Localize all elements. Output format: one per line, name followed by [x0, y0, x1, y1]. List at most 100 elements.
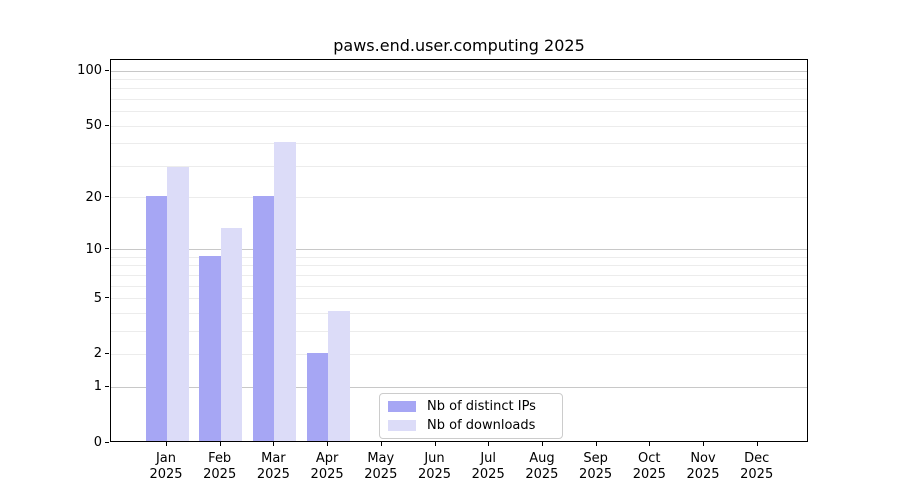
x-tick-year-oct: 2025: [632, 467, 666, 482]
y-tick-mark-2: [105, 352, 109, 354]
minor-gridline-60: [111, 111, 807, 113]
y-tick-mark-100: [105, 69, 109, 71]
x-tick-month-nov: Nov: [690, 451, 716, 466]
x-tick-mark-nov: [703, 442, 704, 446]
x-tick-label-aug: Aug 2025: [510, 451, 574, 483]
y-tick-mark-0: [105, 441, 109, 443]
x-tick-month-sep: Sep: [583, 451, 608, 466]
x-tick-year-may: 2025: [364, 467, 398, 482]
x-tick-month-mar: Mar: [261, 451, 286, 466]
minor-gridline-70: [111, 99, 807, 101]
x-tick-month-aug: Aug: [529, 451, 555, 466]
y-tick-label-50: 50: [85, 118, 102, 134]
x-tick-label-jul: Jul 2025: [456, 451, 520, 483]
x-tick-year-jun: 2025: [417, 467, 452, 482]
x-tick-month-jan: Jan: [155, 451, 177, 466]
x-tick-mark-aug: [541, 442, 543, 446]
x-tick-year-sep: 2025: [579, 467, 613, 482]
major-gridline-1: [111, 386, 807, 388]
x-tick-month-dec: Dec: [744, 451, 770, 466]
x-tick-year-mar: 2025: [256, 467, 290, 482]
y-tick-label-5: 5: [93, 290, 102, 306]
y-tick-label-0: 0: [93, 435, 102, 450]
plot-area: Nb of distinct IPs Nb of downloads: [110, 59, 808, 442]
x-tick-label-may: May 2025: [349, 451, 413, 483]
x-tick-label-jun: Jun 2025: [403, 451, 467, 483]
x-tick-label-jan: Jan 2025: [134, 451, 198, 483]
x-tick-label-sep: Sep 2025: [564, 451, 628, 483]
minor-gridline-9: [111, 257, 807, 258]
x-tick-mark-jul: [488, 442, 490, 446]
x-tick-month-may: May: [367, 451, 395, 466]
x-tick-year-feb: 2025: [203, 467, 237, 482]
y-tick-label-100: 100: [77, 63, 102, 79]
x-tick-month-apr: Apr: [315, 451, 339, 466]
bar-downloads-feb: [220, 228, 243, 441]
bar-distinct-ips-jan: [145, 195, 167, 441]
y-tick-label-20: 20: [85, 189, 102, 205]
y-tick-label-2: 2: [93, 346, 102, 362]
legend: Nb of distinct IPs Nb of downloads: [379, 393, 563, 439]
x-tick-year-jul: 2025: [471, 467, 505, 482]
major-gridline-100: [111, 70, 807, 72]
x-tick-month-feb: Feb: [208, 451, 232, 466]
y-tick-label-10: 10: [85, 241, 102, 257]
y-tick-label-1: 1: [93, 379, 102, 395]
x-tick-mark-sep: [595, 442, 597, 446]
y-tick-mark-20: [105, 196, 109, 198]
x-tick-month-oct: Oct: [638, 451, 661, 466]
minor-gridline-7: [111, 274, 807, 276]
bar-downloads-jan: [167, 167, 189, 441]
bar-downloads-mar: [274, 141, 296, 441]
y-tick-mark-10: [105, 248, 109, 250]
legend-item-downloads: Nb of downloads: [388, 418, 552, 433]
x-tick-year-jan: 2025: [149, 467, 183, 482]
x-tick-label-oct: Oct 2025: [617, 451, 681, 483]
x-tick-mark-oct: [649, 442, 651, 446]
bar-downloads-apr: [328, 311, 350, 441]
x-tick-mark-jan: [166, 442, 167, 446]
distinct-ips-swatch-icon: [388, 401, 416, 412]
minor-gridline-30: [111, 165, 807, 167]
x-tick-year-nov: 2025: [686, 467, 720, 482]
downloads-swatch-icon: [388, 420, 416, 431]
x-tick-label-feb: Feb 2025: [188, 451, 252, 483]
bar-distinct-ips-feb: [199, 255, 221, 441]
y-tick-mark-50: [105, 124, 109, 126]
x-tick-mark-may: [380, 442, 382, 446]
x-tick-mark-feb: [219, 442, 221, 446]
minor-gridline-6: [111, 285, 807, 287]
minor-gridline-2: [111, 353, 807, 355]
x-tick-label-mar: Mar 2025: [241, 451, 305, 483]
x-tick-year-dec: 2025: [740, 467, 774, 482]
chart-title: paws.end.user.computing 2025: [333, 36, 585, 55]
x-tick-label-apr: Apr 2025: [295, 451, 359, 483]
minor-gridline-40: [111, 143, 807, 145]
x-tick-month-jul: Jul: [480, 451, 497, 466]
minor-gridline-80: [111, 88, 807, 90]
x-tick-year-apr: 2025: [310, 467, 344, 482]
bar-distinct-ips-mar: [252, 195, 275, 441]
x-tick-label-dec: Dec 2025: [725, 451, 789, 483]
major-gridline-10: [111, 249, 807, 251]
minor-gridline-4: [111, 312, 807, 314]
minor-gridline-5: [111, 298, 807, 300]
minor-gridline-50: [111, 125, 807, 127]
x-tick-mark-apr: [327, 442, 329, 446]
bar-distinct-ips-apr: [306, 352, 329, 441]
legend-item-distinct-ips: Nb of distinct IPs: [388, 399, 552, 414]
legend-label-downloads: Nb of downloads: [427, 418, 536, 433]
minor-gridline-20: [111, 197, 807, 199]
x-tick-mark-dec: [756, 442, 758, 446]
y-tick-mark-1: [105, 385, 109, 387]
x-tick-mark-mar: [273, 442, 275, 446]
x-tick-label-nov: Nov 2025: [671, 451, 735, 483]
y-tick-mark-5: [105, 297, 109, 299]
x-tick-month-jun: Jun: [424, 451, 445, 466]
legend-label-distinct-ips: Nb of distinct IPs: [427, 399, 536, 414]
minor-gridline-3: [111, 330, 807, 332]
minor-gridline-90: [111, 79, 807, 81]
minor-gridline-8: [111, 265, 807, 267]
x-tick-year-aug: 2025: [525, 467, 559, 482]
